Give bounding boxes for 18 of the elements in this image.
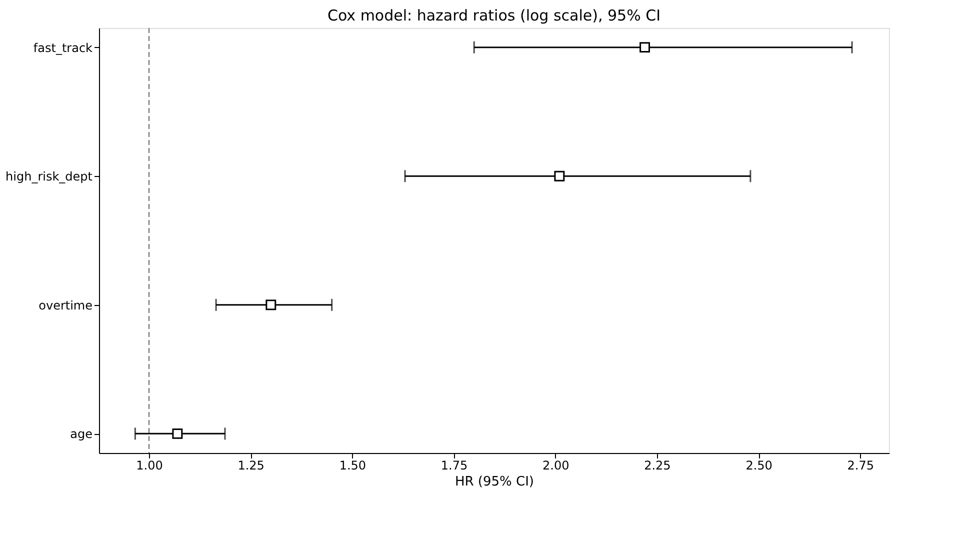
x-tick-label: 1.75 (440, 458, 468, 472)
point (172, 428, 183, 439)
x-tick-label: 2.50 (746, 458, 772, 472)
x-tick-label: 2.75 (847, 458, 874, 472)
chart-title: Cox model: hazard ratios (log scale), 95% CI (327, 6, 661, 24)
y-tick-label: overtime (38, 298, 92, 312)
x-tick-label: 2.00 (542, 458, 570, 472)
x-axis-title: HR (95% CI) (454, 474, 534, 490)
x-tick-label: 1.25 (238, 458, 264, 472)
y-tick-label: fast_track (33, 40, 93, 55)
x-tick-label: 1.00 (136, 458, 163, 472)
point (554, 170, 565, 182)
y-tick-label: high_risk_dept (6, 170, 93, 184)
y-tick-label: age (70, 427, 92, 442)
point (640, 42, 650, 53)
x-tick-label: 2.25 (644, 458, 671, 472)
x-tick-label: 1.50 (339, 458, 366, 472)
point (266, 300, 276, 310)
